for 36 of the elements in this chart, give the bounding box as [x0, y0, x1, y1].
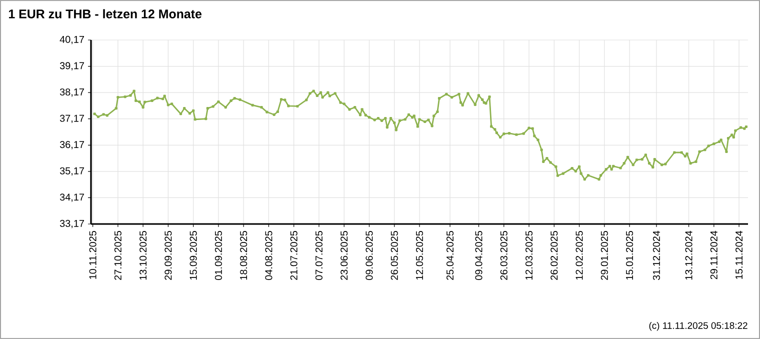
- x-tick-label: 15.01.2025: [626, 230, 634, 280]
- y-tick-label: 39,17: [60, 62, 84, 70]
- x-tick-label: 12.03.2025: [525, 230, 533, 280]
- x-tick-label: 09.04.2025: [475, 230, 482, 280]
- y-tick-label: 40,17: [60, 36, 84, 44]
- x-tick-label: 15.09.2025: [190, 230, 197, 280]
- x-tick-label: 26.03.2025: [500, 230, 508, 280]
- x-tick-label: 18.08.2025: [240, 230, 248, 280]
- x-tick-label: 21.07.2025: [290, 230, 298, 280]
- x-tick-label: 04.08.2025: [265, 230, 272, 280]
- y-tick-label: 38,17: [60, 88, 84, 97]
- x-tick-label: 10.11.2025: [89, 230, 96, 279]
- y-tick-label: 37,17: [60, 114, 84, 123]
- x-tick-label: 09.06.2025: [366, 230, 373, 280]
- y-tick-label: 36,17: [60, 141, 84, 150]
- x-tick-label: 01.09.2025: [214, 230, 222, 280]
- x-tick-label: 27.10.2025: [114, 230, 122, 280]
- x-tick-label: 25.04.2025: [446, 230, 454, 280]
- y-tick-label: 35,17: [60, 167, 84, 176]
- x-tick-label: 13.10.2025: [140, 230, 147, 280]
- x-tick-label: 26.05.2025: [390, 230, 398, 280]
- y-tick-label: 33,17: [60, 220, 84, 228]
- x-tick-label: 15.11.2024: [736, 230, 743, 279]
- x-tick-label: 12.02.2025: [576, 230, 583, 280]
- text: (c) 11.11.2025 05:18:22: [649, 322, 748, 331]
- y-tick-label: 34,17: [60, 194, 84, 202]
- x-tick-label: 31.12.2024: [652, 230, 660, 280]
- x-tick-label: 13.12.2024: [685, 230, 692, 280]
- x-tick-label: 29.01.2025: [600, 230, 608, 280]
- x-tick-label: 29.11.2024: [710, 230, 718, 280]
- x-tick-label: 29.09.2025: [164, 230, 172, 280]
- x-tick-label: 07.07.2025: [315, 230, 322, 280]
- chart-title: 1 EUR zu THB - letzen 12 Monate: [8, 9, 202, 18]
- x-tick-label: 23.06.2025: [340, 230, 348, 280]
- x-tick-label: 12.05.2025: [416, 230, 424, 280]
- x-tick-label: 26.02.2025: [550, 230, 558, 280]
